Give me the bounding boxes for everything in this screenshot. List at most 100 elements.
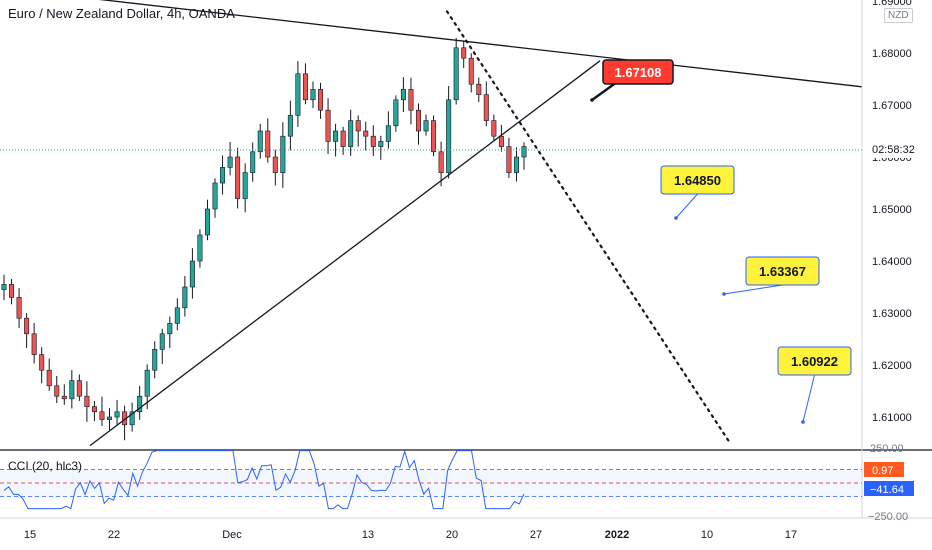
price-target-callout[interactable]: 1.67108 xyxy=(590,59,674,102)
candle xyxy=(272,149,278,186)
candle xyxy=(318,82,324,119)
candle xyxy=(152,341,158,379)
candle xyxy=(348,109,354,156)
date-tick: Dec xyxy=(222,529,242,541)
candle xyxy=(114,399,120,425)
price-tick: 1.67000 xyxy=(872,100,912,112)
candle xyxy=(61,384,67,405)
cci-tick-top: 250.00 xyxy=(870,443,904,455)
cci-upper-badge-text: 0.97 xyxy=(872,465,893,477)
candle xyxy=(250,142,256,182)
trendline[interactable] xyxy=(0,0,863,88)
candle xyxy=(167,316,173,349)
candle xyxy=(423,114,429,136)
candle xyxy=(310,81,316,109)
candle xyxy=(122,405,128,441)
dotted-projection-line[interactable] xyxy=(445,10,732,445)
candle xyxy=(333,123,339,157)
cci-band-fill xyxy=(0,469,862,497)
candle xyxy=(212,178,218,218)
target-annotations[interactable]: 1.67108 1.64850 1.63367 1.60922 xyxy=(590,59,852,424)
candle xyxy=(491,114,497,141)
candle xyxy=(1,274,7,301)
candle xyxy=(325,98,331,154)
date-tick: 27 xyxy=(530,529,542,541)
candle xyxy=(39,347,45,384)
candle xyxy=(84,381,90,422)
cci-label[interactable]: CCI (20, hlc3) xyxy=(8,459,83,473)
cci-pane[interactable] xyxy=(0,449,862,510)
date-tick: 20 xyxy=(446,529,458,541)
candle xyxy=(174,298,180,331)
price-tick: 1.62000 xyxy=(872,360,912,372)
countdown-badge: 02:58:32 xyxy=(864,140,932,158)
candle xyxy=(46,358,52,391)
candle xyxy=(355,115,361,147)
price-target-callout[interactable]: 1.60922 xyxy=(777,346,852,424)
date-tick: 22 xyxy=(108,529,120,541)
candle xyxy=(54,375,60,404)
candle xyxy=(129,402,135,432)
candle xyxy=(302,63,308,105)
candle xyxy=(483,81,489,127)
price-target-callout[interactable]: 1.64850 xyxy=(660,165,735,220)
price-tick: 1.61000 xyxy=(872,412,912,424)
candle xyxy=(31,322,37,364)
date-tick: 10 xyxy=(701,529,713,541)
candle xyxy=(76,374,82,401)
candle xyxy=(438,141,444,187)
candle xyxy=(408,77,414,125)
price-axis[interactable]: 1.690001.680001.670001.660001.650001.640… xyxy=(872,0,912,424)
candle xyxy=(461,40,467,68)
price-tick: 1.64000 xyxy=(872,256,912,268)
candle xyxy=(159,328,165,365)
candle xyxy=(220,155,226,195)
candle xyxy=(242,163,248,213)
candle xyxy=(498,124,504,152)
candle xyxy=(476,77,482,103)
candle xyxy=(9,278,15,305)
candle xyxy=(295,61,301,127)
trendline[interactable] xyxy=(89,60,601,447)
candle xyxy=(400,77,406,112)
price-tick: 1.63000 xyxy=(872,308,912,320)
cci-current-badge-text: −41.64 xyxy=(870,484,904,496)
cci-tick-bottom: −250.00 xyxy=(868,511,908,523)
candle xyxy=(99,396,105,426)
candle xyxy=(468,53,474,93)
cci-current-badge: −41.64 xyxy=(864,481,914,496)
callout-text: 1.63367 xyxy=(759,264,806,279)
candle xyxy=(363,121,369,151)
candle xyxy=(378,135,384,160)
date-tick: 13 xyxy=(362,529,374,541)
candle xyxy=(197,229,203,268)
candle xyxy=(415,103,421,145)
cci-upper-badge: 0.97 xyxy=(864,462,904,477)
candle xyxy=(235,147,241,209)
date-tick: 2022 xyxy=(605,529,629,541)
countdown-text: 02:58:32 xyxy=(872,144,915,156)
candle xyxy=(204,199,210,241)
candle xyxy=(370,125,376,157)
candle xyxy=(189,248,195,299)
candle xyxy=(287,100,293,151)
price-tick: 1.68000 xyxy=(872,48,912,60)
price-target-callout[interactable]: 1.63367 xyxy=(722,256,820,296)
candle xyxy=(385,111,391,149)
candle xyxy=(340,126,346,155)
trendlines-layer xyxy=(0,0,863,447)
candle xyxy=(506,137,512,179)
candle xyxy=(446,85,452,179)
callout-text: 1.64850 xyxy=(674,173,721,188)
candle xyxy=(24,313,30,349)
candle xyxy=(280,122,286,188)
candle xyxy=(107,408,113,431)
callout-text: 1.60922 xyxy=(791,354,838,369)
candle xyxy=(137,385,143,420)
candle xyxy=(265,118,271,163)
time-axis[interactable]: 15 22 Dec 13 20 27 2022 10 17 xyxy=(24,529,797,541)
callout-text: 1.67108 xyxy=(615,65,662,80)
candle xyxy=(521,142,527,170)
currency-label[interactable]: NZD xyxy=(884,8,913,23)
